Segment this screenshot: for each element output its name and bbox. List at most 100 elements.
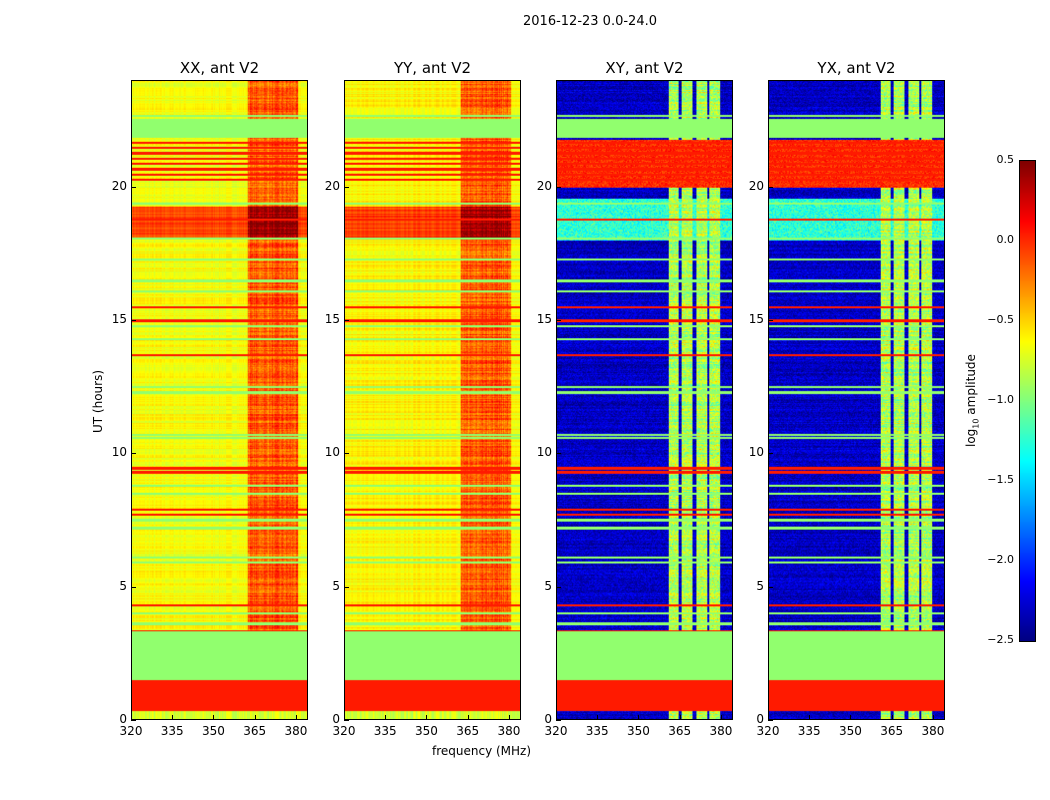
heatmap-panel bbox=[344, 80, 521, 720]
colorbar-tick-label: −2.0 bbox=[987, 553, 1014, 566]
y-tick-mark bbox=[556, 720, 561, 721]
y-tick-label: 5 bbox=[332, 578, 340, 593]
x-tick-mark bbox=[385, 715, 387, 720]
x-tick-label: 320 bbox=[332, 724, 356, 738]
y-tick-mark bbox=[131, 720, 136, 721]
y-tick-mark bbox=[344, 720, 349, 721]
y-tick-mark bbox=[344, 453, 349, 455]
y-tick-label: 5 bbox=[119, 578, 127, 593]
x-tick-mark bbox=[131, 715, 132, 720]
y-tick-label: 0 bbox=[756, 712, 764, 726]
x-tick-label: 365 bbox=[456, 724, 480, 738]
y-tick-label: 20 bbox=[324, 178, 340, 193]
y-tick-label: 10 bbox=[324, 445, 340, 460]
y-tick-mark bbox=[768, 720, 773, 721]
heatmap-panel bbox=[768, 80, 945, 720]
x-tick-label: 365 bbox=[668, 724, 692, 738]
y-tick-mark bbox=[131, 186, 136, 188]
x-tick-mark bbox=[295, 715, 297, 720]
y-tick-mark bbox=[344, 586, 349, 588]
colorbar-tick-label: −1.5 bbox=[987, 473, 1014, 486]
y-tick-mark bbox=[131, 320, 136, 321]
y-tick-label: 15 bbox=[324, 312, 340, 326]
x-tick-label: 335 bbox=[373, 724, 397, 738]
y-tick-mark bbox=[556, 453, 561, 455]
x-tick-label: 380 bbox=[284, 724, 308, 738]
y-tick-mark bbox=[344, 186, 349, 188]
colorbar-tick-label: −0.5 bbox=[987, 313, 1014, 326]
y-tick-label: 5 bbox=[756, 578, 764, 593]
x-tick-mark bbox=[850, 715, 852, 720]
x-tick-mark bbox=[467, 715, 469, 720]
panel-title: XY, ant V2 bbox=[605, 59, 684, 77]
x-tick-mark bbox=[809, 715, 811, 720]
x-tick-label: 365 bbox=[880, 724, 904, 738]
panel-title: XX, ant V2 bbox=[179, 59, 260, 77]
y-tick-label: 0 bbox=[332, 712, 340, 726]
colorbar-tick-label: 0.0 bbox=[996, 233, 1015, 246]
colorbar-tick-label: −2.5 bbox=[987, 633, 1014, 646]
y-tick-mark bbox=[768, 320, 773, 321]
colorbar-tick-label: 0.5 bbox=[996, 153, 1015, 166]
y-tick-label: 15 bbox=[748, 312, 764, 326]
x-tick-mark bbox=[556, 715, 557, 720]
x-tick-mark bbox=[638, 715, 640, 720]
y-tick-mark bbox=[768, 186, 773, 188]
x-tick-mark bbox=[172, 715, 174, 720]
colorbar-tick-label: −1.0 bbox=[987, 393, 1014, 406]
y-tick-label: 20 bbox=[748, 178, 764, 193]
x-tick-label: 320 bbox=[756, 724, 780, 738]
x-tick-label: 320 bbox=[544, 724, 568, 738]
colorbar bbox=[1019, 160, 1036, 642]
panel-title: YY, ant V2 bbox=[393, 59, 471, 77]
x-tick-label: 380 bbox=[709, 724, 733, 738]
x-tick-label: 350 bbox=[839, 724, 862, 738]
y-tick-mark bbox=[556, 186, 561, 188]
x-tick-label: 365 bbox=[243, 724, 267, 738]
x-tick-label: 350 bbox=[202, 724, 225, 738]
y-tick-mark bbox=[768, 586, 773, 588]
x-tick-label: 320 bbox=[119, 724, 143, 738]
y-tick-label: 20 bbox=[111, 178, 127, 193]
y-tick-mark bbox=[768, 453, 773, 455]
x-tick-mark bbox=[426, 715, 428, 720]
y-tick-label: 15 bbox=[111, 312, 127, 326]
x-tick-label: 380 bbox=[497, 724, 521, 738]
y-tick-mark bbox=[556, 586, 561, 588]
y-tick-label: 0 bbox=[544, 712, 552, 726]
x-tick-mark bbox=[720, 715, 722, 720]
x-tick-mark bbox=[254, 715, 256, 720]
x-tick-label: 350 bbox=[415, 724, 438, 738]
y-tick-mark bbox=[131, 453, 136, 455]
y-tick-mark bbox=[344, 320, 349, 321]
y-tick-label: 10 bbox=[536, 445, 552, 460]
x-tick-mark bbox=[508, 715, 510, 720]
heatmap-panel bbox=[131, 80, 308, 720]
y-axis-label: UT (hours) bbox=[91, 369, 105, 433]
y-tick-label: 10 bbox=[748, 445, 764, 460]
figure-title: 2016-12-23 0.0-24.0 bbox=[523, 14, 657, 29]
x-tick-mark bbox=[597, 715, 599, 720]
x-tick-label: 380 bbox=[921, 724, 945, 738]
y-tick-mark bbox=[131, 586, 136, 588]
x-tick-label: 335 bbox=[585, 724, 609, 738]
panel-title: YX, ant V2 bbox=[817, 59, 896, 77]
y-tick-label: 5 bbox=[544, 578, 552, 593]
x-tick-label: 335 bbox=[160, 724, 184, 738]
y-tick-label: 15 bbox=[536, 312, 552, 326]
colorbar-label: log10 amplitude bbox=[964, 354, 981, 447]
x-tick-mark bbox=[932, 715, 934, 720]
x-tick-mark bbox=[891, 715, 893, 720]
y-tick-label: 20 bbox=[536, 178, 552, 193]
x-tick-mark bbox=[768, 715, 769, 720]
y-tick-mark bbox=[556, 320, 561, 321]
y-tick-label: 0 bbox=[119, 712, 127, 726]
x-tick-mark bbox=[679, 715, 681, 720]
x-tick-label: 350 bbox=[627, 724, 650, 738]
x-tick-mark bbox=[344, 715, 345, 720]
heatmap-panel bbox=[556, 80, 733, 720]
x-tick-mark bbox=[213, 715, 215, 720]
x-tick-label: 335 bbox=[797, 724, 821, 738]
x-axis-label: frequency (MHz) bbox=[432, 744, 532, 758]
